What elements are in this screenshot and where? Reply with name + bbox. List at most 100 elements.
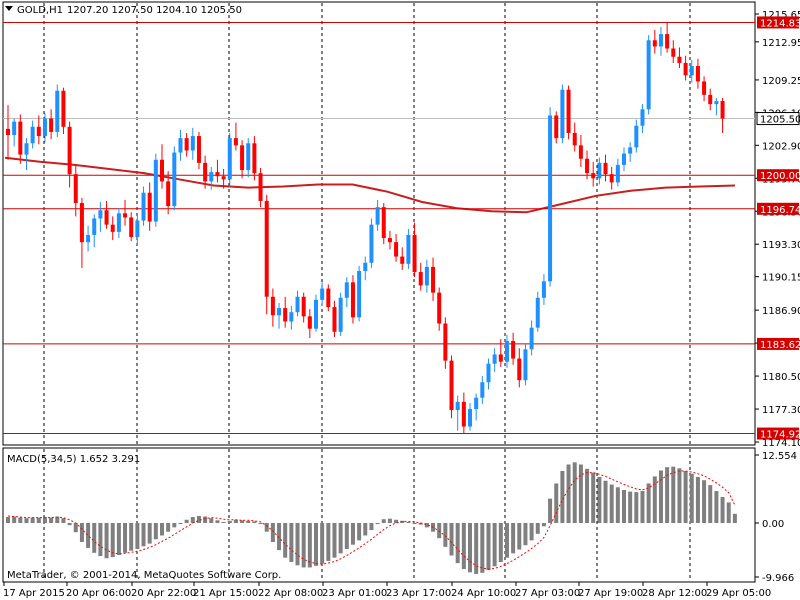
macd-bar xyxy=(153,523,158,540)
macd-bar xyxy=(49,517,54,524)
time-grid xyxy=(43,3,691,581)
candle-body xyxy=(406,234,411,264)
candle-body xyxy=(714,101,719,105)
macd-bar xyxy=(203,516,208,524)
candle-body xyxy=(18,121,23,155)
time-tick-label: 23 Apr 17:00 xyxy=(386,588,451,599)
macd-bar xyxy=(548,498,553,524)
candle-body xyxy=(42,118,47,137)
candle-body xyxy=(320,288,325,300)
macd-bar xyxy=(295,523,300,566)
candle-body xyxy=(252,143,257,174)
candle-body xyxy=(196,136,201,163)
candle-body xyxy=(12,121,17,136)
candle-body xyxy=(153,159,158,222)
macd-bar xyxy=(227,520,232,524)
macd-bar xyxy=(677,468,682,524)
macd-bar xyxy=(289,523,294,563)
macd-histogram xyxy=(6,462,737,574)
candle-body xyxy=(350,282,355,318)
macd-tick-label: -9.966 xyxy=(762,573,794,584)
macd-bar xyxy=(320,523,325,564)
candle-body xyxy=(541,281,546,298)
time-tick-label: 22 Apr 08:00 xyxy=(258,588,323,599)
macd-bar xyxy=(178,523,183,525)
candle-body xyxy=(689,66,694,76)
macd-bar xyxy=(129,523,134,551)
candle-body xyxy=(30,126,35,144)
macd-bar xyxy=(55,516,60,524)
macd-bar xyxy=(79,523,84,542)
macd-bar xyxy=(350,523,355,545)
ohlc-values: 1207.20 1207.50 1204.10 1205.50 xyxy=(67,5,242,16)
candle-body xyxy=(665,34,670,49)
candle-body xyxy=(400,256,405,264)
macd-bar xyxy=(141,523,146,547)
macd-bar xyxy=(480,523,485,573)
macd-bar xyxy=(104,523,109,559)
price-pane[interactable] xyxy=(2,1,756,446)
macd-bar xyxy=(369,523,374,531)
candle-body xyxy=(652,40,657,47)
candle-body xyxy=(535,297,540,328)
candle-body xyxy=(554,115,559,139)
candle-body xyxy=(523,349,528,381)
macd-bar xyxy=(357,523,362,541)
candle-body xyxy=(418,272,423,286)
macd-bar xyxy=(110,523,115,558)
candle-body xyxy=(264,200,269,297)
horizontal-levels xyxy=(3,21,755,435)
dropdown-triangle-icon[interactable] xyxy=(5,6,13,11)
price-tick-label: 1186.90 xyxy=(762,306,800,317)
candle-body xyxy=(160,159,164,182)
candle-body xyxy=(492,354,497,364)
price-axis: 1215.651212.951209.251206.101202.901199.… xyxy=(755,10,800,584)
macd-bar xyxy=(196,515,201,524)
macd-bar xyxy=(375,523,380,525)
macd-bar xyxy=(301,523,306,568)
candle-body xyxy=(695,66,700,82)
candle-body xyxy=(61,90,66,127)
macd-bar xyxy=(406,521,411,524)
candle-body xyxy=(480,382,485,398)
candle-body xyxy=(233,138,238,146)
time-tick-label: 17 Apr 2015 xyxy=(3,588,65,599)
macd-bar xyxy=(270,523,275,542)
candle-body xyxy=(258,173,263,201)
macd-bar xyxy=(603,480,608,524)
candle-body xyxy=(283,308,288,322)
macd-bar xyxy=(671,466,676,524)
macd-bar xyxy=(116,523,121,555)
candle-body xyxy=(381,207,386,239)
macd-bar xyxy=(720,497,725,524)
macd-signal-line xyxy=(7,470,736,570)
time-tick-label: 27 Apr 03:00 xyxy=(515,588,580,599)
symbol-label: GOLD,H1 xyxy=(17,5,63,16)
macd-bar xyxy=(689,473,694,524)
candle-body xyxy=(79,203,84,243)
macd-bar xyxy=(252,521,257,524)
candle-body xyxy=(215,172,220,177)
price-tick-label: 1212.95 xyxy=(762,38,800,49)
macd-bar xyxy=(615,487,620,524)
candle-body xyxy=(560,89,565,139)
macd-bar xyxy=(658,470,663,524)
macd-bar xyxy=(233,519,238,524)
price-tick-label: 1209.25 xyxy=(762,76,800,87)
candle-body xyxy=(203,162,208,182)
macd-bar xyxy=(597,476,602,524)
candle-body xyxy=(141,192,146,221)
level-label-box xyxy=(757,16,799,29)
moving-average xyxy=(4,156,736,214)
price-tick-label: 1177.30 xyxy=(762,405,800,416)
macd-bar xyxy=(86,523,91,548)
macd-bar xyxy=(172,523,177,528)
macd-bar xyxy=(394,519,399,524)
macd-pane[interactable] xyxy=(2,447,756,583)
macd-bar xyxy=(326,523,331,561)
candle-body xyxy=(6,128,10,136)
candle-body xyxy=(548,115,553,282)
macd-bar xyxy=(529,523,534,541)
macd-bar xyxy=(585,468,590,524)
